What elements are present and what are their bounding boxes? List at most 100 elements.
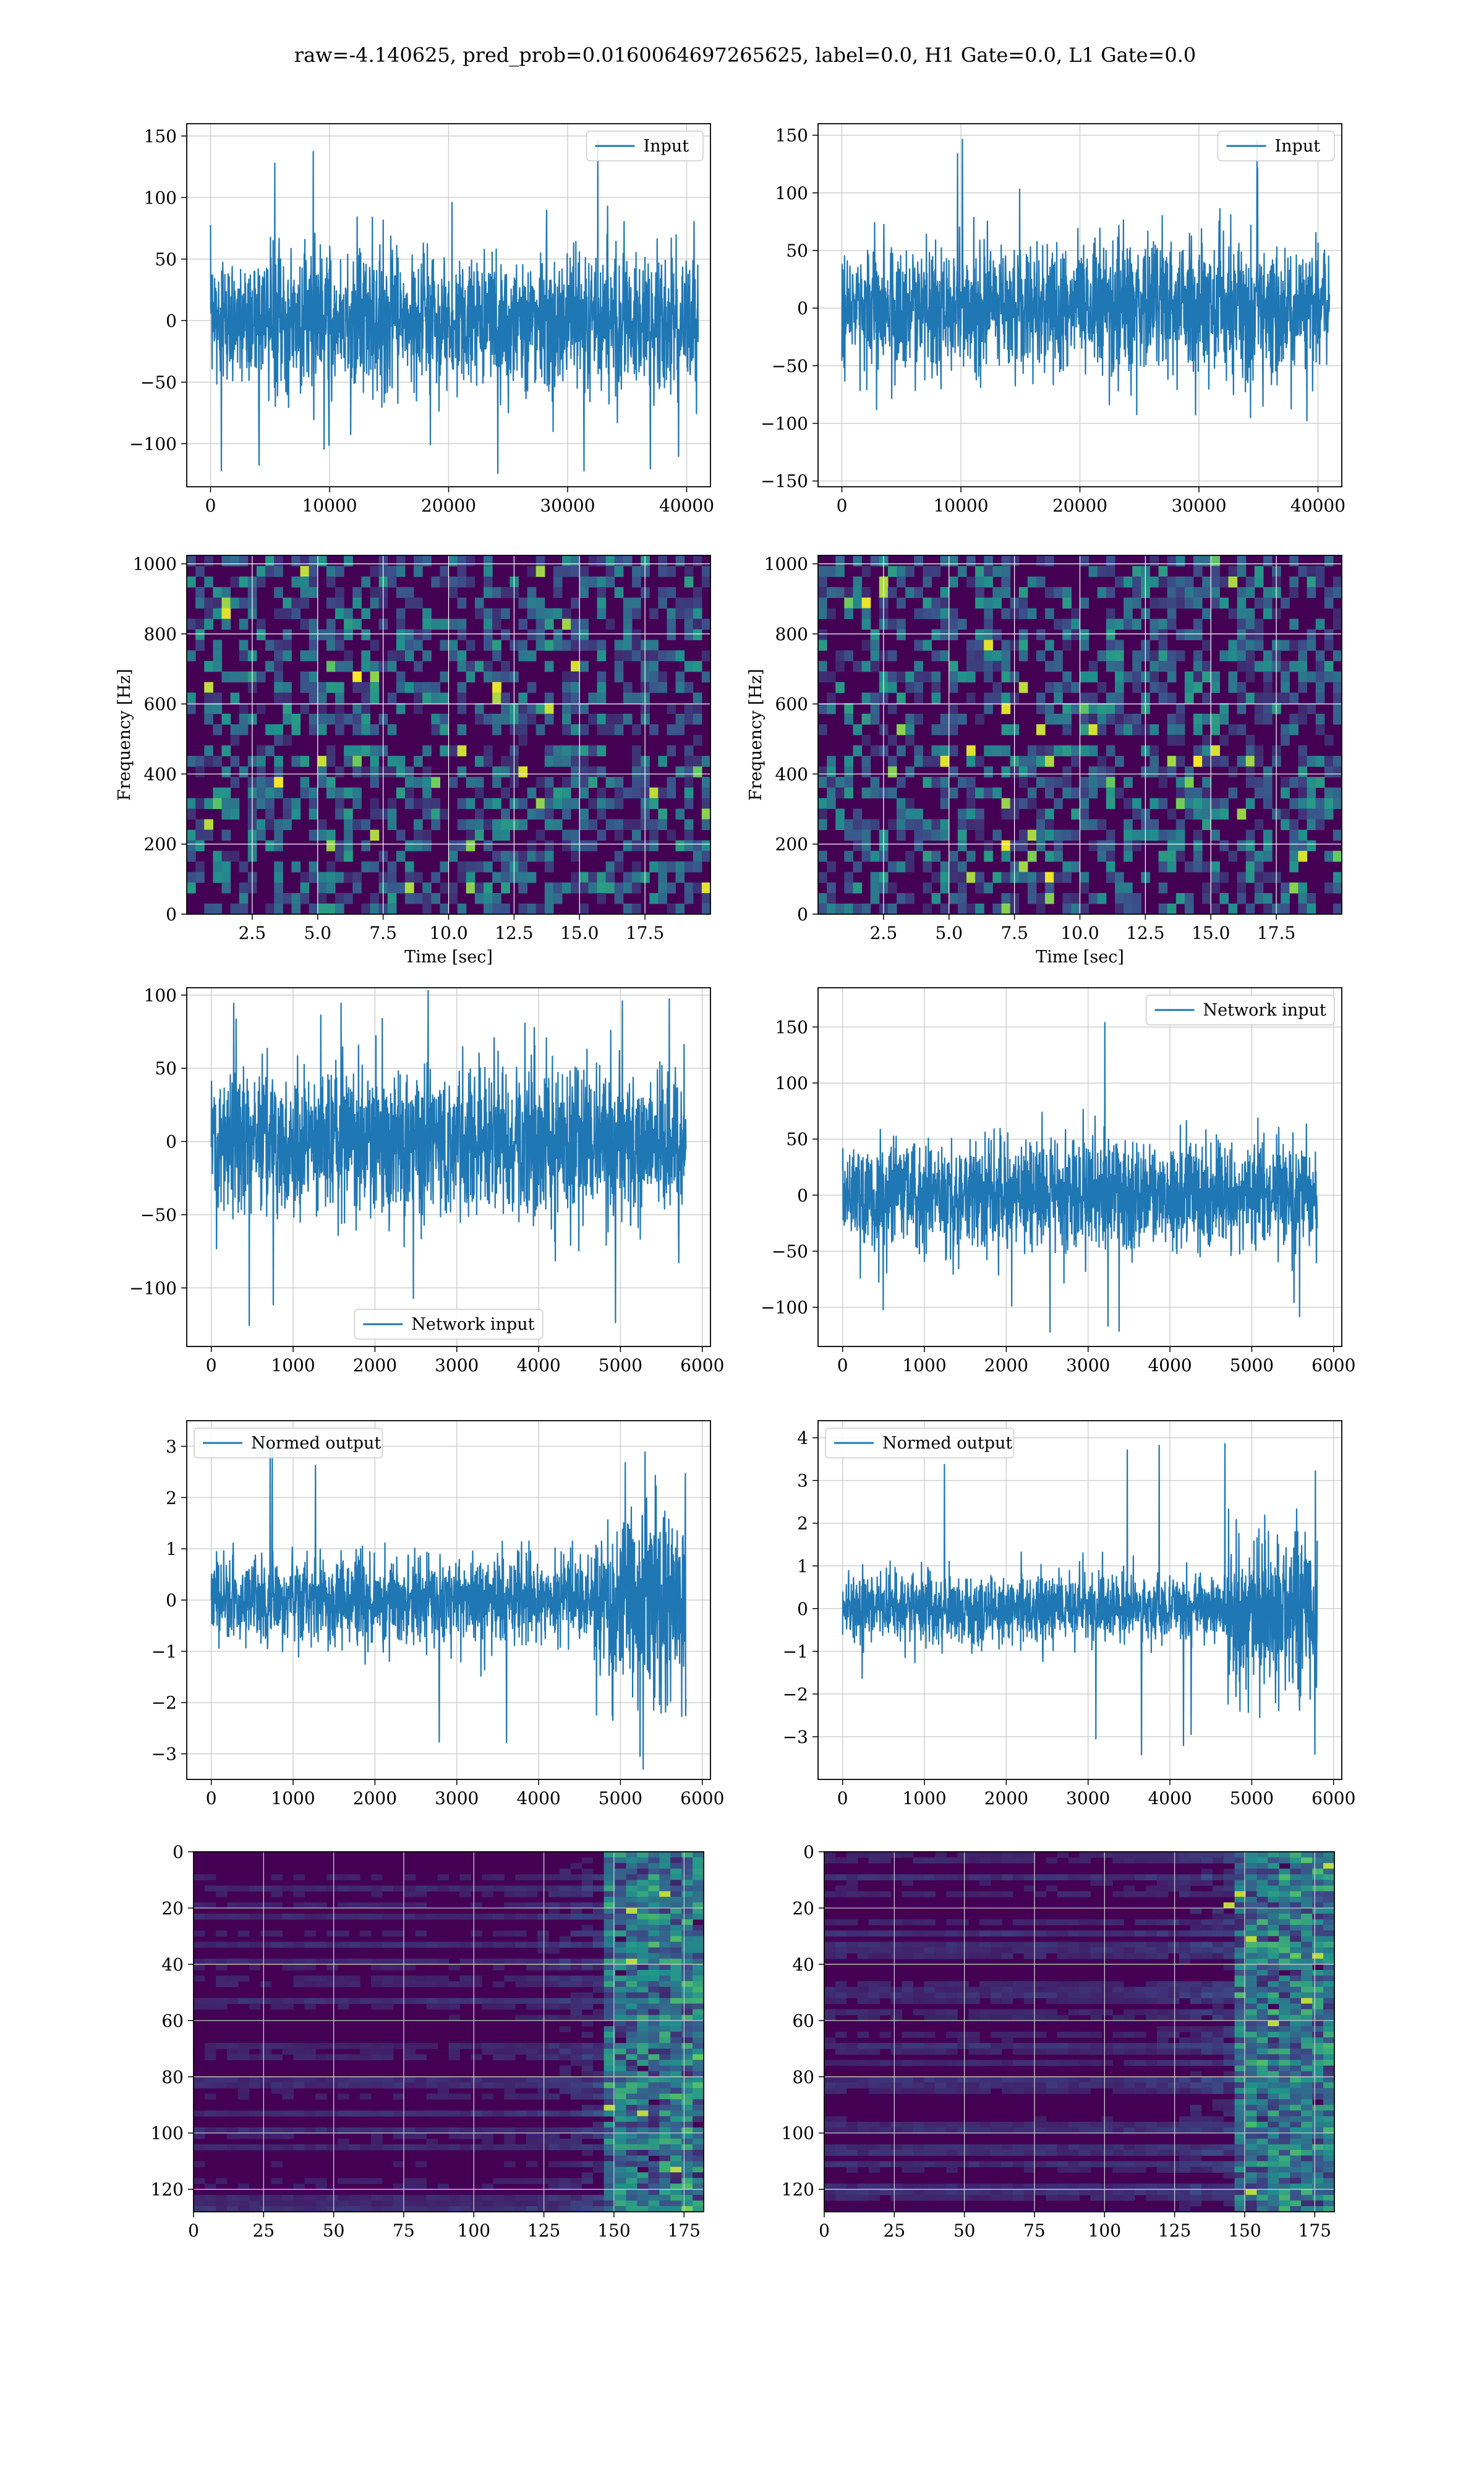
heatmap-cell	[1090, 2048, 1102, 2055]
x-tick-label: 4000	[1148, 1355, 1192, 1376]
y-tick-label: 0	[166, 1590, 177, 1611]
spectrogram-cell	[474, 787, 484, 798]
heatmap-cell	[1268, 2065, 1279, 2072]
spectrogram-cell	[1219, 756, 1229, 767]
spectrogram-cell	[1193, 850, 1203, 862]
heatmap-cell	[559, 2087, 571, 2094]
heatmap-cell	[371, 1941, 383, 1948]
heatmap-cell	[426, 2076, 438, 2083]
heatmap-cell	[293, 1941, 305, 1948]
heatmap-cell	[559, 1975, 571, 1982]
heatmap-cell	[459, 2133, 471, 2139]
spectrogram-cell	[440, 640, 450, 651]
heatmap-cell	[515, 2076, 527, 2083]
heatmap-cell	[215, 1958, 228, 1965]
heatmap-cell	[559, 1874, 571, 1881]
spectrogram-cell	[597, 650, 607, 662]
heatmap-cell	[1034, 2014, 1047, 2021]
heatmap-cell	[1046, 1885, 1058, 1892]
spectrogram-cell	[1097, 756, 1107, 767]
heatmap-cell	[393, 2043, 405, 2049]
heatmap-cell	[237, 2110, 250, 2117]
heatmap-cell	[979, 1930, 991, 1937]
heatmap-cell	[603, 2054, 616, 2061]
spectrogram-cell	[422, 798, 432, 810]
spectrogram-cell	[448, 576, 458, 588]
heatmap-cell	[493, 1930, 505, 1937]
spectrogram-cell	[1298, 661, 1308, 672]
spectrogram-cell	[265, 840, 275, 852]
heatmap-cell	[670, 2189, 682, 2196]
heatmap-cell	[1212, 2076, 1224, 2083]
heatmap-cell	[1256, 1852, 1268, 1858]
heatmap-cell	[249, 2054, 261, 2061]
heatmap-cell	[304, 2194, 316, 2201]
heatmap-cell	[670, 1970, 682, 1976]
heatmap-cell	[404, 2127, 416, 2134]
spectrogram-cell	[1315, 713, 1325, 725]
heatmap-cell	[693, 2048, 704, 2055]
heatmap-cell	[868, 1852, 881, 1858]
spectrogram-cell	[1018, 861, 1028, 873]
spectrogram-cell	[501, 829, 510, 841]
heatmap-cell	[1090, 1998, 1102, 2005]
heatmap-cell	[1046, 1998, 1058, 2005]
heatmap-cell	[515, 1930, 527, 1937]
heatmap-cell	[1168, 1880, 1180, 1886]
spectrogram-cell	[923, 903, 932, 915]
heatmap-cell	[282, 2082, 294, 2089]
spectrogram-cell	[675, 808, 685, 820]
spectrogram-cell	[1045, 682, 1054, 693]
heatmap-cell	[382, 2043, 394, 2049]
spectrogram-cell	[1307, 903, 1316, 915]
spectrogram-cell	[861, 903, 871, 915]
heatmap-cell	[1190, 2071, 1202, 2078]
spectrogram-cell	[844, 882, 853, 894]
heatmap-cell	[1279, 1852, 1290, 1858]
spectrogram-cell	[1211, 597, 1220, 609]
heatmap-cell	[603, 2043, 616, 2049]
heatmap-cell	[991, 2014, 1002, 2021]
spectrogram-cell	[675, 861, 685, 873]
spectrogram-cell	[1158, 861, 1168, 873]
heatmap-cell	[1090, 2076, 1102, 2083]
spectrogram-cell	[693, 882, 702, 894]
spectrogram-cell	[1097, 703, 1107, 714]
spectrogram-cell	[675, 724, 685, 735]
spectrogram-cell	[492, 903, 501, 915]
heatmap-cell	[271, 2161, 283, 2167]
heatmap-cell	[824, 2060, 836, 2066]
spectrogram-cell	[309, 861, 318, 873]
heatmap-cell	[282, 2127, 294, 2134]
spectrogram-cell	[265, 745, 275, 756]
heatmap-cell	[404, 2178, 416, 2185]
heatmap-cell	[935, 1947, 947, 1954]
heatmap-cell	[659, 2032, 671, 2038]
heatmap-cell	[471, 2043, 482, 2049]
spectrogram-cell	[448, 587, 458, 598]
heatmap-cell	[1312, 2043, 1324, 2049]
heatmap-cell	[924, 1981, 936, 1987]
heatmap-cell	[194, 2082, 205, 2089]
heatmap-cell	[681, 2200, 693, 2207]
spectrogram-cell	[213, 597, 223, 609]
heatmap-cell	[426, 1914, 438, 1920]
heatmap-cell	[659, 2150, 671, 2156]
heatmap-cell	[626, 2155, 638, 2162]
spectrogram-cell	[605, 819, 615, 831]
heatmap-cell	[1168, 2043, 1180, 2049]
heatmap-cell	[1323, 1902, 1335, 1909]
spectrogram-cell	[684, 819, 694, 831]
heatmap-cell	[935, 2043, 947, 2049]
spectrogram-cell	[553, 629, 563, 641]
heatmap-cell	[437, 1874, 450, 1881]
spectrogram-cell	[387, 566, 397, 577]
heatmap-cell	[559, 1891, 571, 1898]
heatmap-cell	[1268, 1936, 1279, 1943]
spectrogram-cell	[649, 787, 659, 798]
spectrogram-cell	[975, 629, 984, 641]
heatmap-cell	[1023, 1919, 1036, 1925]
spectrogram-cell	[239, 618, 249, 630]
spectrogram-cell	[527, 808, 537, 820]
heatmap-cell	[968, 2037, 980, 2044]
